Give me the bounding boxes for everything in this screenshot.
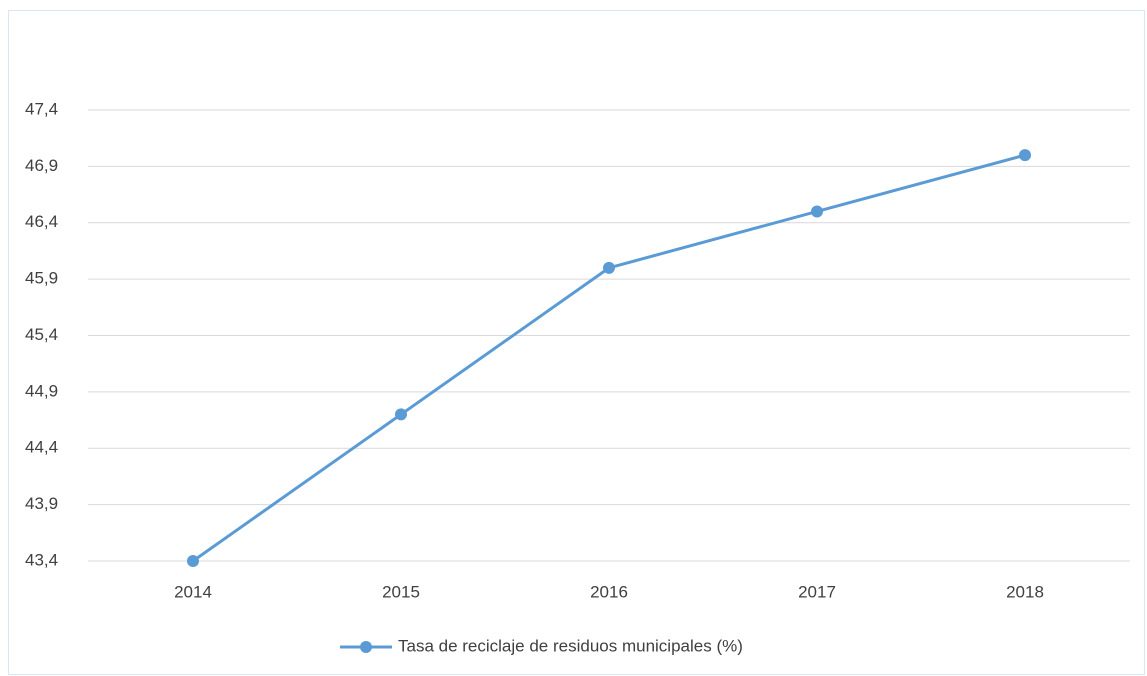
x-tick-label: 2017	[798, 582, 836, 601]
x-tick-label: 2018	[1006, 582, 1044, 601]
x-tick-label: 2015	[382, 582, 420, 601]
y-tick-label: 46,4	[25, 212, 58, 231]
y-tick-label: 43,9	[25, 494, 58, 513]
y-tick-label: 45,4	[25, 325, 58, 344]
data-point	[603, 261, 615, 274]
data-point	[395, 408, 407, 421]
data-point	[187, 555, 199, 567]
legend-marker	[360, 641, 372, 653]
y-tick-label: 46,9	[25, 156, 58, 175]
y-tick-label: 45,9	[25, 269, 58, 288]
legend-label: Tasa de reciclaje de residuos municipale…	[398, 636, 743, 655]
data-point	[811, 205, 823, 218]
y-tick-label: 47,4	[25, 99, 58, 118]
x-tick-label: 2016	[590, 582, 628, 601]
y-tick-label: 44,9	[25, 381, 58, 400]
data-point	[1019, 149, 1031, 162]
x-tick-label: 2014	[174, 582, 212, 601]
y-tick-label: 43,4	[25, 550, 58, 569]
y-tick-label: 44,4	[25, 438, 58, 457]
